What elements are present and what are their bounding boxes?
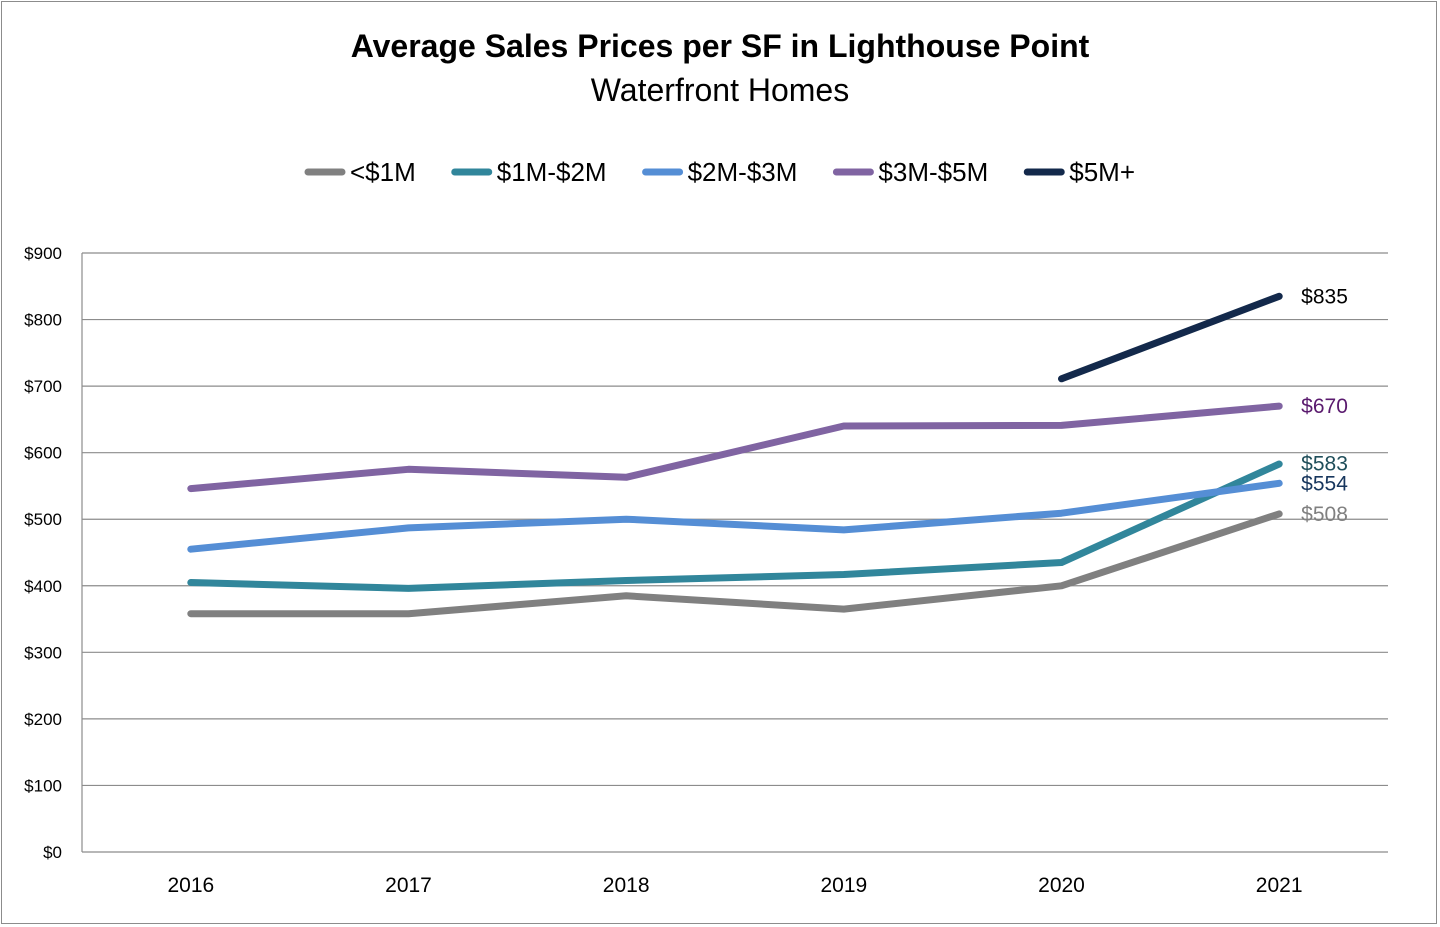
legend: <$1M $1M-$2M $2M-$3M $3M-$5M $5M+ bbox=[304, 157, 1135, 187]
y-tick-label: $900 bbox=[24, 244, 62, 263]
data-label-2: $554 bbox=[1301, 473, 1348, 496]
y-tick-label: $400 bbox=[24, 577, 62, 596]
x-tick-label: 2021 bbox=[1256, 874, 1303, 897]
y-tick-label: $700 bbox=[24, 377, 62, 396]
legend-label: $2M-$3M bbox=[688, 157, 798, 187]
x-tick-label: 2020 bbox=[1038, 874, 1085, 897]
x-tick-label: 2018 bbox=[603, 874, 650, 897]
legend-item: $5M+ bbox=[1023, 157, 1135, 187]
legend-item: $2M-$3M bbox=[642, 157, 798, 187]
y-tick-label: $800 bbox=[24, 311, 62, 330]
gridlines bbox=[81, 252, 1388, 853]
series-line-0 bbox=[187, 510, 1283, 618]
legend-label: $3M-$5M bbox=[878, 157, 988, 187]
series-line-2 bbox=[187, 479, 1283, 553]
series-line-3 bbox=[187, 402, 1283, 493]
y-axis-ticks: $0 $100 $200 $300 $400 $500 $600 $700 $800 $900 bbox=[24, 244, 62, 862]
series-lines bbox=[187, 292, 1283, 618]
x-axis-ticks: 2016 2017 2018 2019 2020 2021 bbox=[167, 874, 1302, 897]
chart-subtitle: Waterfront Homes bbox=[590, 72, 850, 108]
chart-title: Average Sales Prices per SF in Lighthous… bbox=[350, 28, 1090, 64]
series-line-4 bbox=[1058, 292, 1283, 383]
legend-item: $1M-$2M bbox=[451, 157, 607, 187]
data-labels: $835 $670 $583$554 $508 bbox=[1301, 285, 1348, 526]
x-tick-label: 2017 bbox=[385, 874, 432, 897]
y-tick-label: $200 bbox=[24, 710, 62, 729]
series-line-1 bbox=[187, 460, 1283, 592]
legend-item: <$1M bbox=[304, 157, 416, 187]
y-tick-label: $0 bbox=[43, 843, 62, 862]
data-label-0: $508 bbox=[1301, 503, 1348, 526]
y-tick-label: $300 bbox=[24, 643, 62, 662]
legend-item: $3M-$5M bbox=[832, 157, 988, 187]
data-label-1: $583 bbox=[1301, 453, 1348, 476]
data-label-4: $835 bbox=[1301, 285, 1348, 308]
x-tick-label: 2016 bbox=[167, 874, 214, 897]
legend-label: $5M+ bbox=[1069, 157, 1135, 187]
data-label-3: $670 bbox=[1301, 395, 1348, 418]
legend-label: $1M-$2M bbox=[497, 157, 607, 187]
legend-label: <$1M bbox=[350, 157, 416, 187]
y-tick-label: $100 bbox=[24, 776, 62, 795]
y-tick-label: $500 bbox=[24, 510, 62, 529]
x-tick-label: 2019 bbox=[820, 874, 867, 897]
y-tick-label: $600 bbox=[24, 444, 62, 463]
